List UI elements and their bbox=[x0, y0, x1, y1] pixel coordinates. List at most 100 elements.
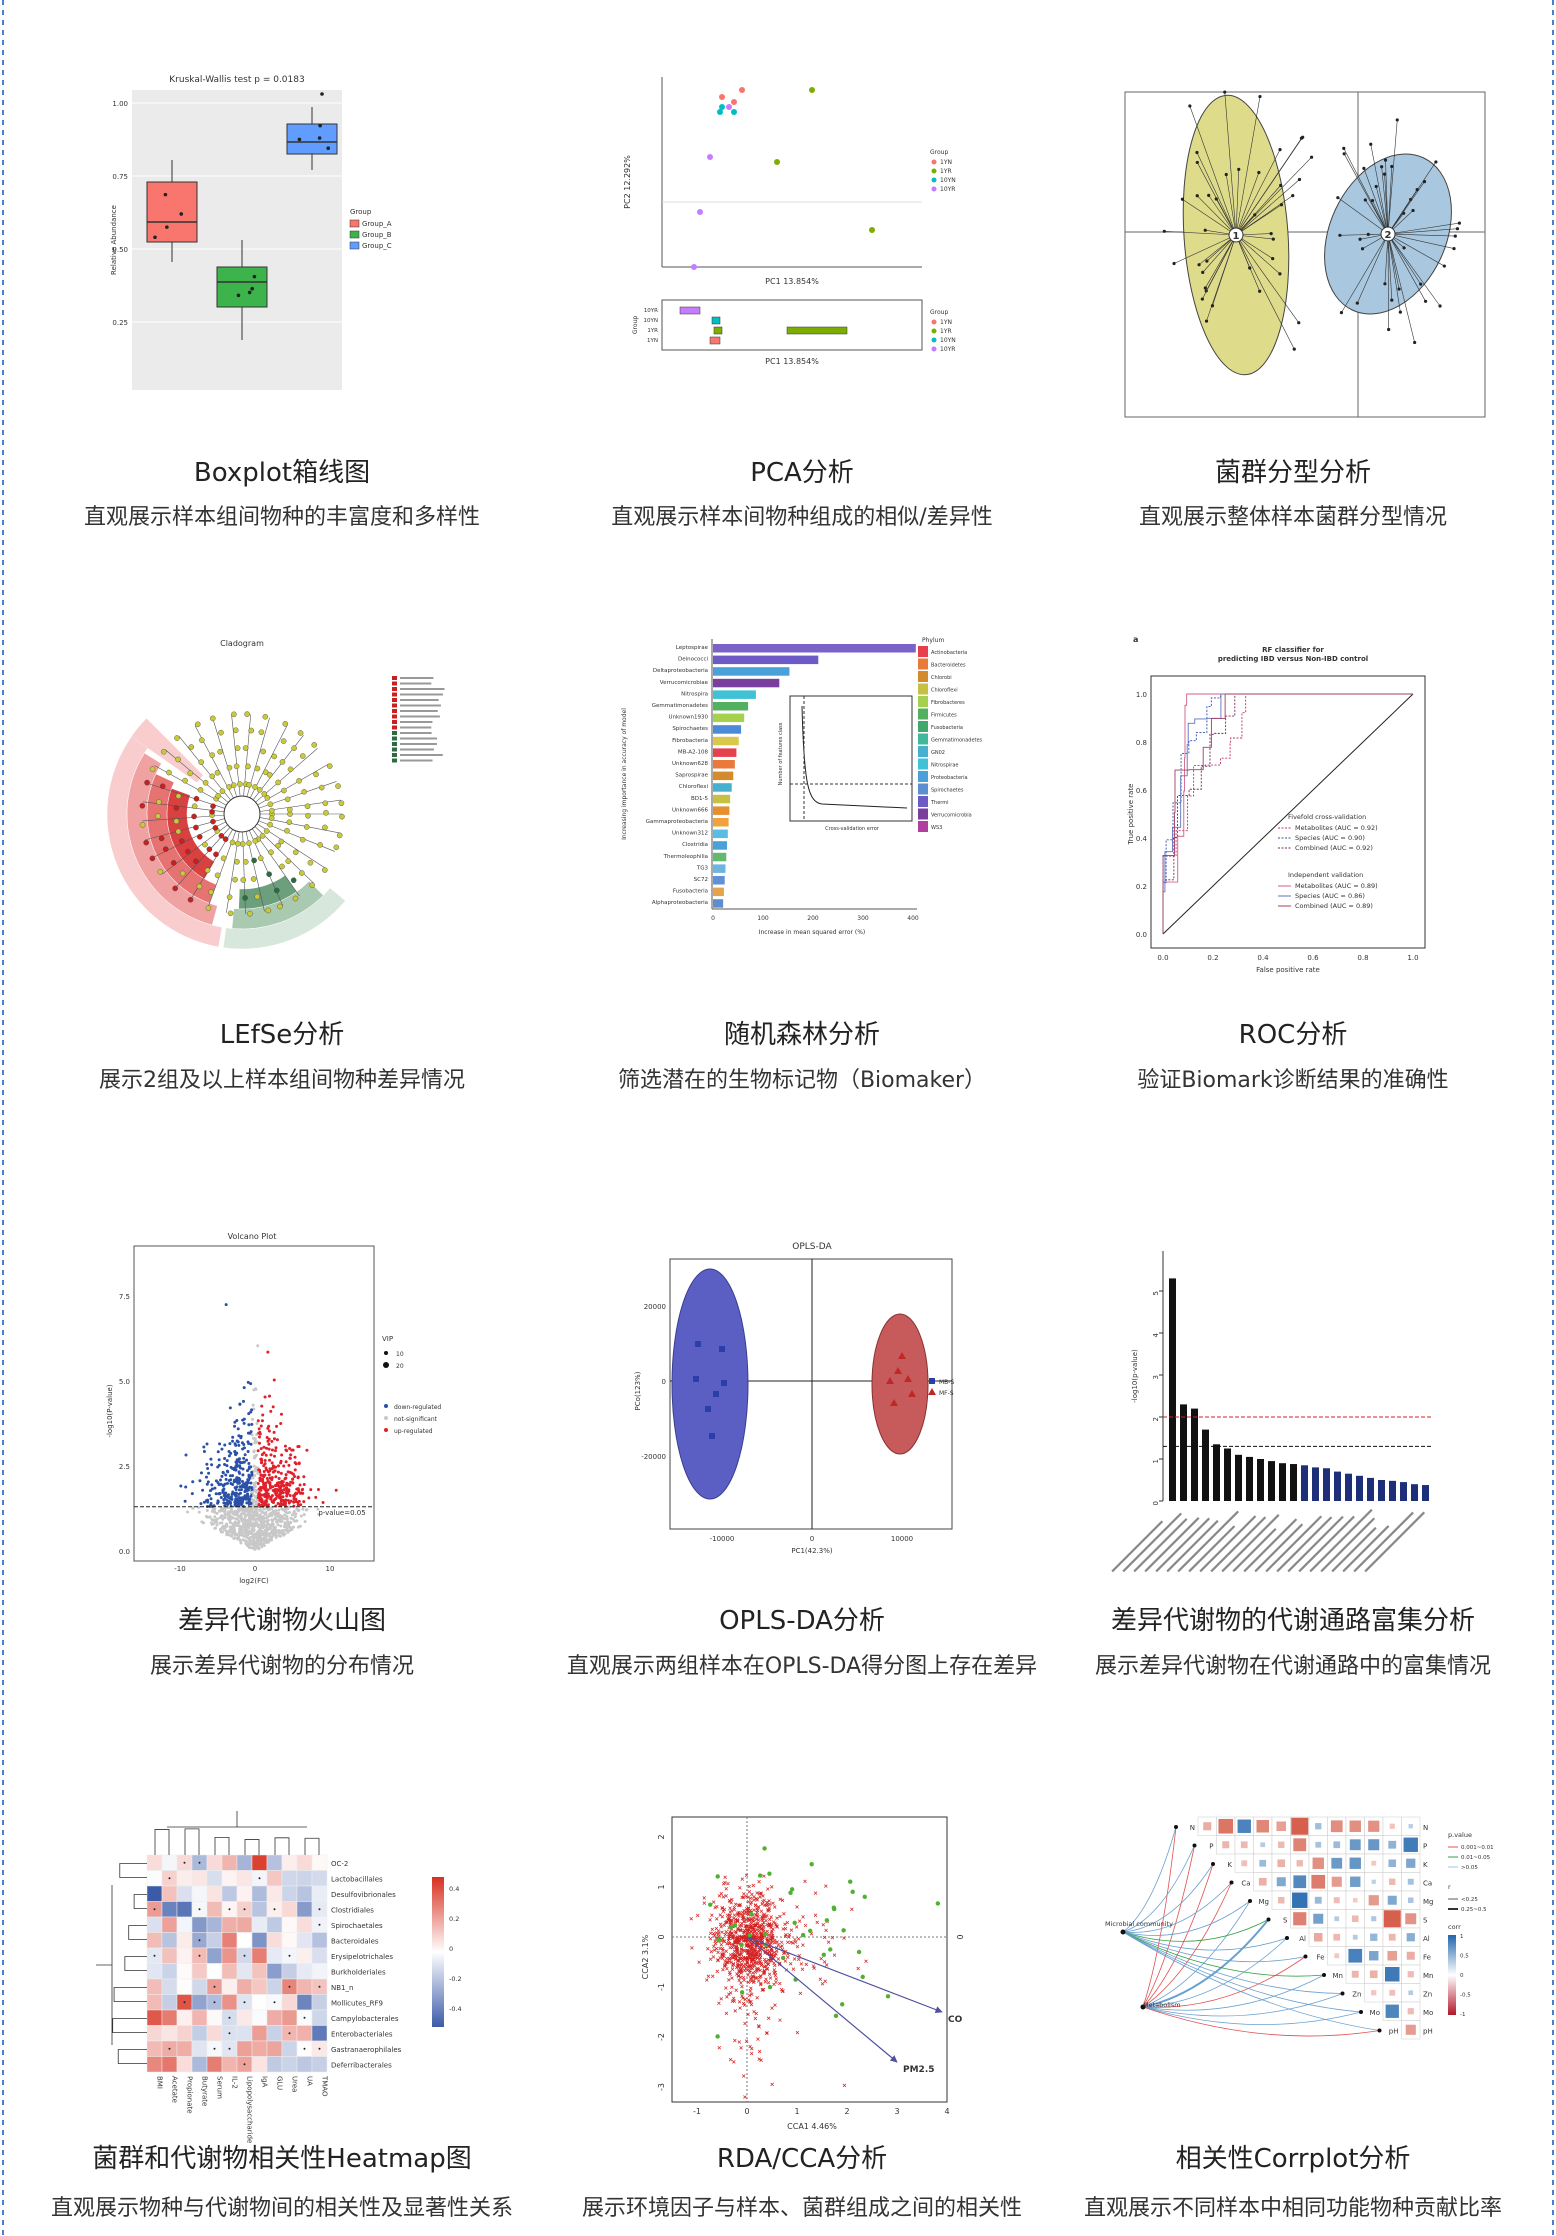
point bbox=[691, 264, 697, 270]
sample bbox=[1278, 272, 1282, 276]
legend-swatch bbox=[392, 736, 397, 741]
corr-mark bbox=[1349, 1820, 1361, 1832]
sample bbox=[760, 1922, 765, 1927]
point bbox=[228, 1528, 232, 1532]
node bbox=[284, 796, 291, 803]
cell bbox=[251, 1885, 268, 1902]
sample bbox=[728, 2057, 733, 2062]
point bbox=[264, 1540, 268, 1544]
point bbox=[261, 1517, 265, 1521]
sample bbox=[733, 2038, 737, 2043]
point bbox=[199, 1471, 203, 1475]
tick-label: 3 bbox=[1152, 1375, 1160, 1379]
point bbox=[260, 1459, 264, 1463]
sample bbox=[823, 1979, 827, 1983]
link bbox=[1339, 233, 1389, 236]
sig-mark bbox=[318, 1985, 321, 1988]
tick-label: 0.4 bbox=[1257, 954, 1269, 962]
sample bbox=[813, 1891, 818, 1895]
sample bbox=[795, 1905, 799, 1909]
row-label: Lactobacillales bbox=[331, 1876, 383, 1884]
point bbox=[268, 1486, 272, 1490]
column-label: UA bbox=[306, 2076, 314, 2086]
row-label: Saprospirae bbox=[675, 773, 708, 779]
point bbox=[213, 1510, 217, 1514]
sample bbox=[745, 1960, 750, 1964]
variable-label: Mg bbox=[1423, 1898, 1433, 1906]
point bbox=[241, 1473, 245, 1477]
sample bbox=[730, 1934, 735, 1938]
sample bbox=[791, 1967, 796, 1971]
plot-frame bbox=[671, 1816, 948, 2103]
link bbox=[1387, 233, 1389, 330]
legend-label: Fusobacteria bbox=[931, 725, 963, 731]
point bbox=[228, 1525, 232, 1529]
cell bbox=[191, 1994, 208, 2011]
point bbox=[228, 1406, 232, 1410]
point bbox=[223, 1491, 227, 1495]
sample bbox=[778, 1981, 782, 1986]
point bbox=[256, 1471, 260, 1475]
sample bbox=[759, 1932, 763, 1937]
cell bbox=[251, 2056, 268, 2073]
link bbox=[1122, 1826, 1177, 1933]
point bbox=[713, 1391, 719, 1397]
sample bbox=[1205, 259, 1209, 263]
species bbox=[747, 1932, 752, 1938]
cell bbox=[221, 1870, 238, 1887]
point bbox=[294, 1462, 298, 1466]
point bbox=[242, 1523, 246, 1527]
point bbox=[215, 1523, 219, 1527]
point bbox=[273, 1454, 277, 1458]
tick-label: 2 bbox=[1152, 1417, 1160, 1421]
sig-mark bbox=[303, 2016, 306, 2019]
sample bbox=[766, 1887, 770, 1891]
point bbox=[774, 159, 780, 165]
point bbox=[241, 1467, 245, 1471]
species bbox=[800, 1932, 806, 1938]
link bbox=[1122, 1931, 1325, 1977]
legend-label: Verrucomicrobia bbox=[931, 813, 972, 819]
point bbox=[249, 1513, 253, 1517]
sample bbox=[741, 1916, 746, 1920]
corr-mark bbox=[1333, 1933, 1341, 1941]
point bbox=[222, 1498, 226, 1502]
point bbox=[270, 1522, 274, 1526]
node bbox=[144, 779, 150, 786]
root bbox=[223, 795, 261, 833]
sample bbox=[741, 1934, 745, 1939]
sample bbox=[744, 1873, 749, 1877]
cell bbox=[266, 1885, 283, 1902]
legend-swatch bbox=[918, 796, 928, 807]
point bbox=[271, 1405, 275, 1409]
sample bbox=[772, 1950, 777, 1955]
link bbox=[1122, 1919, 1269, 1942]
legend-placeholder bbox=[400, 682, 432, 685]
point bbox=[695, 1341, 701, 1347]
cell bbox=[176, 1978, 193, 1995]
point bbox=[274, 1533, 278, 1537]
tick-label: -1 bbox=[657, 1983, 666, 1991]
corr-mark bbox=[1293, 1875, 1307, 1889]
node bbox=[158, 835, 165, 842]
corr-mark bbox=[1292, 1892, 1308, 1908]
cell bbox=[266, 2040, 283, 2057]
node bbox=[215, 793, 221, 799]
node bbox=[246, 840, 252, 846]
label-placeholder bbox=[1298, 1515, 1355, 1573]
point bbox=[280, 1529, 284, 1533]
legend-label: MF-S bbox=[939, 1390, 954, 1397]
sig-mark bbox=[288, 2032, 291, 2035]
sample bbox=[820, 1981, 825, 1986]
point bbox=[697, 209, 703, 215]
corr-mark bbox=[1259, 1859, 1267, 1867]
sample bbox=[746, 1980, 751, 1984]
point bbox=[284, 1460, 288, 1464]
sample bbox=[751, 1957, 756, 1962]
point bbox=[251, 1403, 255, 1407]
sample bbox=[1363, 198, 1367, 202]
point bbox=[258, 1432, 262, 1436]
sample bbox=[741, 1930, 746, 1934]
node bbox=[157, 868, 164, 875]
tick-label: 0.2 bbox=[1207, 954, 1218, 962]
